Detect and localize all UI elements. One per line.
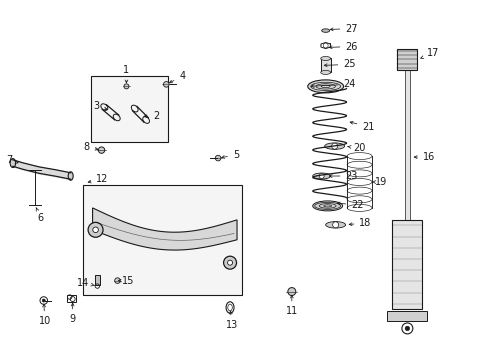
Circle shape xyxy=(88,222,103,237)
Bar xyxy=(320,58,330,72)
Ellipse shape xyxy=(325,222,345,228)
Text: 10: 10 xyxy=(39,304,51,327)
Bar xyxy=(94,275,100,285)
Circle shape xyxy=(93,227,98,233)
Text: 7: 7 xyxy=(6,155,18,165)
Bar xyxy=(397,49,416,71)
Text: 12: 12 xyxy=(88,174,108,184)
Text: 19: 19 xyxy=(372,177,387,187)
Ellipse shape xyxy=(10,159,16,167)
Text: 23: 23 xyxy=(328,171,357,181)
Text: 15: 15 xyxy=(118,276,134,285)
Ellipse shape xyxy=(321,29,329,32)
Ellipse shape xyxy=(307,80,343,93)
Ellipse shape xyxy=(312,173,330,179)
Ellipse shape xyxy=(320,71,330,75)
Circle shape xyxy=(331,143,337,149)
Circle shape xyxy=(223,256,236,269)
Text: 16: 16 xyxy=(413,152,434,162)
Circle shape xyxy=(163,82,169,87)
Bar xyxy=(90,76,168,142)
Text: 20: 20 xyxy=(347,143,365,153)
Circle shape xyxy=(115,278,120,283)
Text: 14: 14 xyxy=(76,278,94,288)
Text: 2: 2 xyxy=(144,111,159,121)
Text: 5: 5 xyxy=(221,150,239,160)
PathPatch shape xyxy=(92,208,237,250)
Text: 11: 11 xyxy=(285,295,297,316)
Bar xyxy=(386,311,427,321)
Text: 17: 17 xyxy=(420,49,439,59)
Bar xyxy=(392,220,422,310)
Text: 13: 13 xyxy=(225,311,238,330)
Text: 25: 25 xyxy=(324,59,355,69)
Text: 8: 8 xyxy=(83,142,98,152)
Circle shape xyxy=(319,174,324,179)
Text: 26: 26 xyxy=(328,41,357,51)
Ellipse shape xyxy=(324,143,344,149)
Circle shape xyxy=(227,260,232,265)
Ellipse shape xyxy=(320,57,330,60)
Circle shape xyxy=(332,222,338,228)
Bar xyxy=(82,185,242,294)
Text: 27: 27 xyxy=(329,24,357,33)
Circle shape xyxy=(98,147,104,153)
Text: 9: 9 xyxy=(69,303,76,324)
Text: 21: 21 xyxy=(349,121,374,132)
Text: 22: 22 xyxy=(337,200,363,210)
Text: 4: 4 xyxy=(169,71,185,83)
Circle shape xyxy=(42,299,45,302)
Text: 18: 18 xyxy=(348,218,371,228)
Bar xyxy=(66,294,76,302)
Ellipse shape xyxy=(312,201,342,211)
Text: 24: 24 xyxy=(311,79,355,89)
Circle shape xyxy=(405,326,409,330)
Text: 6: 6 xyxy=(36,208,44,223)
Bar xyxy=(404,71,409,232)
Text: 3: 3 xyxy=(93,101,107,111)
Circle shape xyxy=(287,288,295,296)
Text: 1: 1 xyxy=(123,66,129,83)
Circle shape xyxy=(124,84,129,89)
Ellipse shape xyxy=(68,172,73,180)
Circle shape xyxy=(215,155,221,161)
